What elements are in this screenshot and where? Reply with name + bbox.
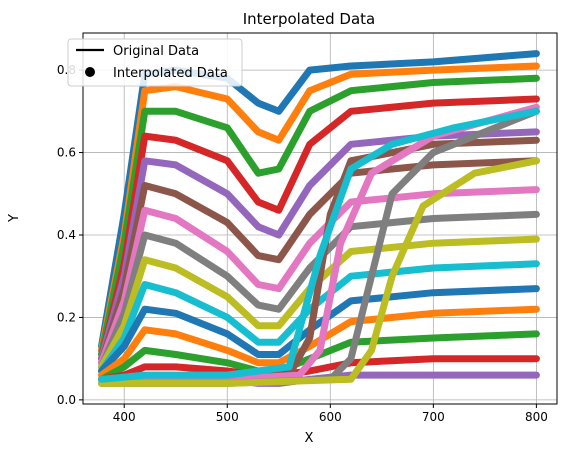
x-tick-label: 400: [113, 410, 136, 424]
series-line: [98, 157, 540, 387]
series-line: [98, 186, 540, 367]
x-tick-label: 700: [422, 410, 445, 424]
x-tick-label: 800: [525, 410, 548, 424]
x-axis-label: X: [305, 431, 314, 446]
legend: Original Data Interpolated Data: [67, 38, 243, 87]
series-line: [98, 260, 540, 375]
series-line: [98, 210, 540, 371]
x-tick-label: 600: [319, 410, 342, 424]
legend-box: [67, 38, 243, 87]
series-layer: [98, 50, 540, 387]
y-tick-label: 0.6: [57, 146, 76, 160]
y-axis-label: Y: [7, 214, 22, 223]
series-line: [98, 95, 540, 363]
series-line: [98, 128, 540, 363]
chart-title: Interpolated Data: [243, 10, 375, 28]
legend-label-interpolated: Interpolated Data: [113, 66, 228, 81]
x-tick-label: 500: [216, 410, 239, 424]
series-line: [98, 107, 540, 383]
series-line: [98, 103, 540, 383]
y-tick-label: 0.4: [57, 228, 76, 242]
series-line: [98, 74, 540, 358]
y-tick-label: 0.2: [57, 310, 76, 324]
plot-frame: [82, 32, 558, 405]
y-tick-label: 0.0: [57, 393, 76, 407]
legend-label-original: Original Data: [113, 44, 199, 59]
legend-dot-swatch: [85, 67, 95, 77]
series-line: [98, 285, 540, 375]
